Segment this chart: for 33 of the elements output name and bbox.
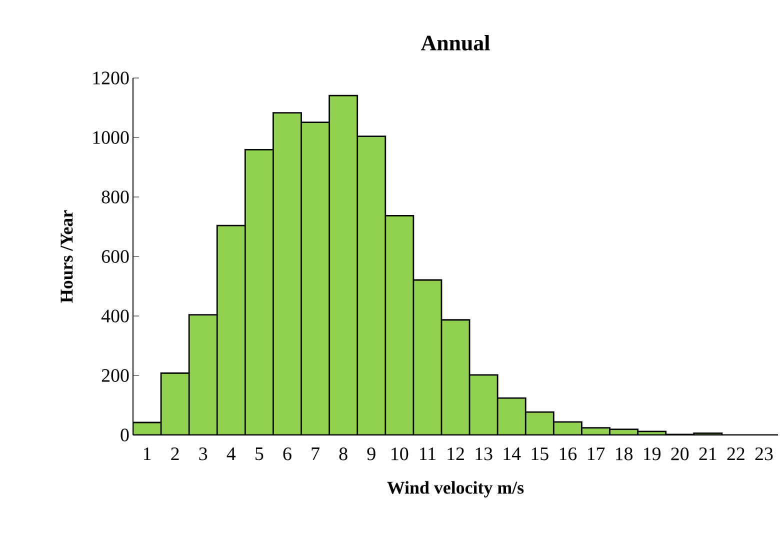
y-tick-label: 1000 [93, 131, 129, 144]
x-tick-label: 6 [283, 448, 292, 460]
y-tick-label: 800 [102, 190, 129, 204]
chart-title: Annual [421, 35, 490, 50]
x-tick-label: 16 [560, 448, 577, 460]
x-tick-label: 15 [532, 448, 548, 460]
x-tick-label: 23 [755, 448, 773, 460]
x-tick-label: 22 [727, 448, 744, 460]
x-tick-label: 1 [144, 448, 151, 460]
x-tick-label: 10 [392, 448, 408, 460]
x-tick-label: 12 [448, 448, 464, 460]
y-axis-title: Hours /Year [60, 210, 73, 303]
x-tick-label: 3 [199, 448, 208, 460]
x-tick-label: 13 [476, 448, 492, 460]
x-tick-label: 7 [312, 448, 320, 460]
x-tick-label: 19 [644, 448, 660, 460]
y-tick-label: 200 [102, 369, 129, 382]
x-tick-label: 11 [420, 448, 436, 460]
x-tick-label: 14 [504, 448, 521, 460]
x-axis-title: Wind velocity m/s [387, 481, 524, 498]
y-tick-label: 1200 [93, 72, 129, 84]
x-tick-label: 4 [226, 448, 236, 460]
x-tick-label: 20 [671, 448, 689, 460]
x-tick-label: 5 [256, 448, 264, 460]
y-tick-label: 600 [102, 250, 129, 263]
x-tick-label: 8 [339, 448, 348, 460]
x-tick-label: 9 [367, 448, 376, 460]
x-tick-label: 21 [699, 448, 716, 460]
y-tick-label: 400 [101, 310, 129, 322]
x-tick-label: 18 [616, 448, 632, 460]
x-tick-label: 2 [171, 448, 179, 460]
x-tick-label: 17 [588, 448, 605, 460]
y-tick-label: 0 [120, 428, 129, 442]
